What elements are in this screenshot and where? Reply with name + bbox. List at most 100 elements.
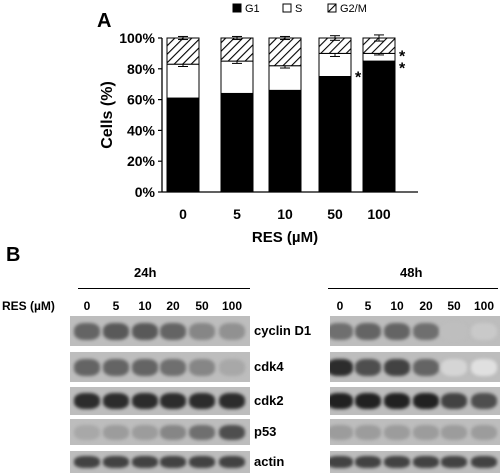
protein-band — [189, 359, 215, 376]
x-tick-label: 5 — [233, 206, 241, 222]
protein-band — [74, 359, 100, 376]
protein-band — [471, 323, 497, 340]
time-rule-48h — [328, 288, 498, 289]
protein-band — [160, 323, 186, 340]
time-rule-24h — [78, 288, 250, 289]
x-axis-label: RES (µM) — [252, 229, 318, 246]
protein-band — [413, 425, 439, 440]
legend-swatch — [327, 3, 337, 13]
protein-band — [355, 425, 381, 440]
bar-segment-s — [220, 60, 254, 94]
protein-band — [355, 456, 381, 468]
x-tick-label: 50 — [327, 206, 343, 222]
blot-strip-24h — [70, 387, 250, 415]
protein-band — [219, 359, 245, 376]
protein-band — [132, 359, 158, 376]
protein-band — [189, 323, 215, 340]
y-tick-label: 20% — [127, 153, 156, 169]
protein-band — [330, 359, 353, 376]
protein-band — [103, 359, 129, 376]
concentration-label: 10 — [390, 299, 404, 313]
protein-band — [384, 456, 410, 468]
bar-segment-g1 — [362, 60, 396, 193]
protein-band — [219, 393, 245, 409]
blot-strip-24h — [70, 352, 250, 382]
bar-segment-s — [166, 63, 200, 99]
bar-segment-g1 — [166, 97, 200, 193]
y-tick-label: 80% — [127, 61, 156, 77]
y-axis-label: Cells (%) — [99, 81, 116, 149]
significance-asterisk: * — [355, 70, 362, 87]
protein-band — [355, 393, 381, 409]
protein-band — [74, 425, 100, 440]
blot-strip-48h — [330, 451, 500, 473]
concentration-label: 0 — [336, 299, 344, 313]
legend-swatch — [282, 3, 292, 13]
bar-segment-g2m — [166, 37, 200, 65]
blot-strip-48h — [330, 316, 500, 346]
protein-band — [74, 456, 100, 468]
concentration-label: 5 — [112, 299, 120, 313]
bar-segment-s — [268, 65, 302, 91]
bar-segment-g1 — [220, 92, 254, 193]
protein-band — [219, 425, 245, 440]
protein-band — [441, 456, 467, 468]
bar-segment-g1 — [268, 89, 302, 193]
protein-band — [189, 393, 215, 409]
protein-band — [219, 323, 245, 340]
blot-strip-48h — [330, 352, 500, 382]
protein-band — [413, 323, 439, 340]
legend-label: G1 — [245, 3, 260, 15]
concentration-label: 50 — [195, 299, 209, 313]
y-tick-label: 100% — [119, 30, 155, 46]
protein-band — [384, 323, 410, 340]
protein-band — [74, 323, 100, 340]
x-tick-label: 10 — [277, 206, 293, 222]
protein-band — [160, 456, 186, 468]
bar-segment-g2m — [220, 37, 254, 62]
legend-label: S — [295, 3, 302, 15]
protein-label: actin — [254, 454, 285, 469]
protein-band — [355, 359, 381, 376]
blot-strip-24h — [70, 451, 250, 473]
significance-asterisk: * — [399, 60, 406, 77]
protein-band — [413, 393, 439, 409]
concentration-label: 20 — [419, 299, 433, 313]
time-label-24h: 24h — [134, 265, 157, 280]
blot-strip-48h — [330, 387, 500, 415]
significance-asterisk: * — [399, 48, 406, 65]
y-tick-label: 40% — [127, 122, 156, 138]
protein-band — [103, 323, 129, 340]
protein-band — [384, 359, 410, 376]
protein-label: cyclin D1 — [254, 323, 312, 338]
res-concentration-label: RES (µM) — [2, 299, 55, 313]
protein-band — [132, 425, 158, 440]
protein-band — [471, 456, 497, 468]
blot-strip-48h — [330, 419, 500, 445]
blot-strip-24h — [70, 316, 250, 346]
protein-label: p53 — [254, 424, 277, 439]
protein-band — [441, 359, 467, 376]
concentration-label: 20 — [166, 299, 180, 313]
protein-band — [471, 425, 497, 440]
protein-band — [189, 425, 215, 440]
protein-band — [189, 456, 215, 468]
protein-band — [160, 393, 186, 409]
protein-band — [330, 425, 353, 440]
protein-band — [330, 323, 353, 340]
protein-band — [330, 456, 353, 468]
protein-band — [132, 393, 158, 409]
protein-band — [441, 425, 467, 440]
protein-label: cdk4 — [254, 359, 284, 374]
protein-band — [355, 323, 381, 340]
protein-band — [160, 425, 186, 440]
concentration-label: 0 — [83, 299, 91, 313]
legend-swatch — [232, 3, 242, 13]
legend-label: G2/M — [340, 3, 367, 15]
y-tick-label: 60% — [127, 92, 156, 108]
protein-band — [103, 393, 129, 409]
bar-segment-g1 — [318, 76, 352, 193]
concentration-label: 5 — [364, 299, 372, 313]
panel-b-letter: B — [6, 244, 21, 266]
stacked-bar-chart: 0%20%40%60%80%100%Cells (%)0 5 10 50 100***R… — [99, 3, 418, 246]
